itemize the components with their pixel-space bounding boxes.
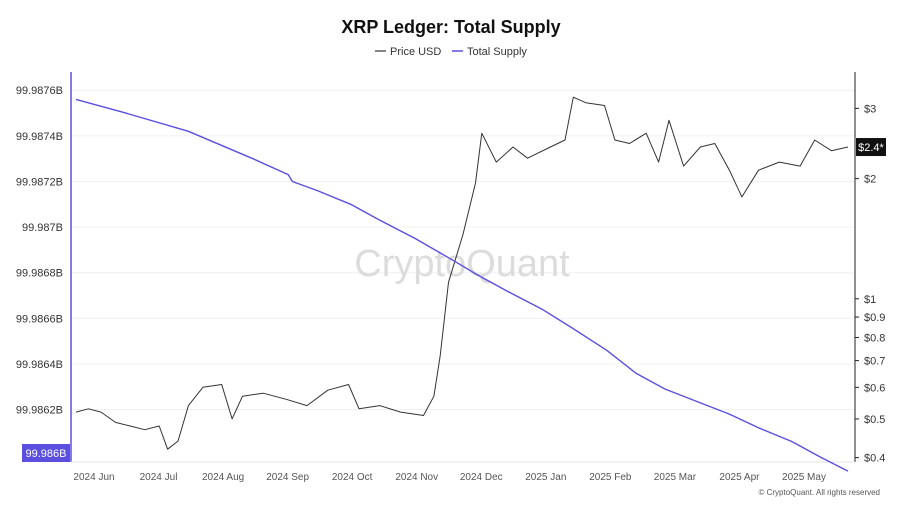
x-tick-label: 2025 Apr	[719, 472, 760, 483]
x-tick-label: 2025 Mar	[654, 472, 697, 483]
right-current-label: $2.4*	[858, 142, 884, 154]
left-tick-label: 99.9872B	[16, 176, 63, 188]
series-line-price-usd	[75, 96, 849, 450]
x-tick-label: 2024 Dec	[460, 472, 503, 483]
right-current-badge	[856, 138, 886, 157]
right-tick-label: $2	[864, 174, 876, 186]
right-tick-label: $0.7	[864, 356, 885, 368]
left-tick-label: 99.9876B	[16, 85, 63, 97]
left-tick-label: 99.9864B	[16, 359, 63, 371]
right-tick-label: $0.6	[864, 382, 885, 394]
left-tick-label: 99.987B	[22, 222, 63, 234]
watermark: CryptoQuant	[354, 243, 570, 285]
series	[75, 96, 849, 472]
right-tick-label: $0.4	[864, 453, 885, 465]
right-tick-label: $1	[864, 294, 876, 306]
chart-title: XRP Ledger: Total Supply	[341, 17, 560, 37]
left-tick-label: 99.9866B	[16, 313, 63, 325]
x-axis-ticks: 2024 Jun 2024 Jul 2024 Aug 2024 Sep 2024 Oct…	[73, 472, 826, 483]
x-tick-label: 2024 Jun	[73, 472, 114, 483]
x-tick-label: 2025 Jan	[525, 472, 566, 483]
left-current-badge	[22, 444, 70, 462]
right-axis-ticks: $0.4 $0.5 $0.6 $0.7 $0.8 $0.9 $1 $2 $3	[855, 103, 885, 465]
x-tick-label: 2024 Sep	[266, 472, 309, 483]
legend[interactable]: Price USD Total Supply	[375, 46, 527, 58]
left-current-label: 99.986B	[26, 448, 67, 460]
x-tick-label: 2025 May	[782, 472, 826, 483]
x-tick-label: 2024 Oct	[332, 472, 373, 483]
right-tick-label: $0.9	[864, 312, 885, 324]
x-tick-label: 2024 Aug	[202, 472, 244, 483]
right-tick-label: $0.8	[864, 332, 885, 344]
current-value-badges: 99.986B $2.4*	[22, 138, 886, 462]
legend-supply-label[interactable]: Total Supply	[467, 46, 527, 58]
series-line-total-supply	[75, 98, 849, 472]
left-tick-label: 99.9868B	[16, 268, 63, 280]
right-tick-label: $3	[864, 103, 876, 115]
grid	[71, 89, 855, 411]
legend-price-label[interactable]: Price USD	[390, 46, 441, 58]
left-tick-label: 99.9874B	[16, 131, 63, 143]
copyright-text: © CryptoQuant. All rights reserved	[759, 488, 881, 497]
x-tick-label: 2025 Feb	[589, 472, 632, 483]
x-tick-label: 2024 Jul	[140, 472, 178, 483]
left-tick-label: 99.9862B	[16, 405, 63, 417]
x-tick-label: 2024 Nov	[395, 472, 438, 483]
right-tick-label: $0.5	[864, 414, 885, 426]
left-axis-ticks: 99.9862B 99.9864B 99.9866B 99.9868B 99.987B 9…	[16, 85, 63, 416]
